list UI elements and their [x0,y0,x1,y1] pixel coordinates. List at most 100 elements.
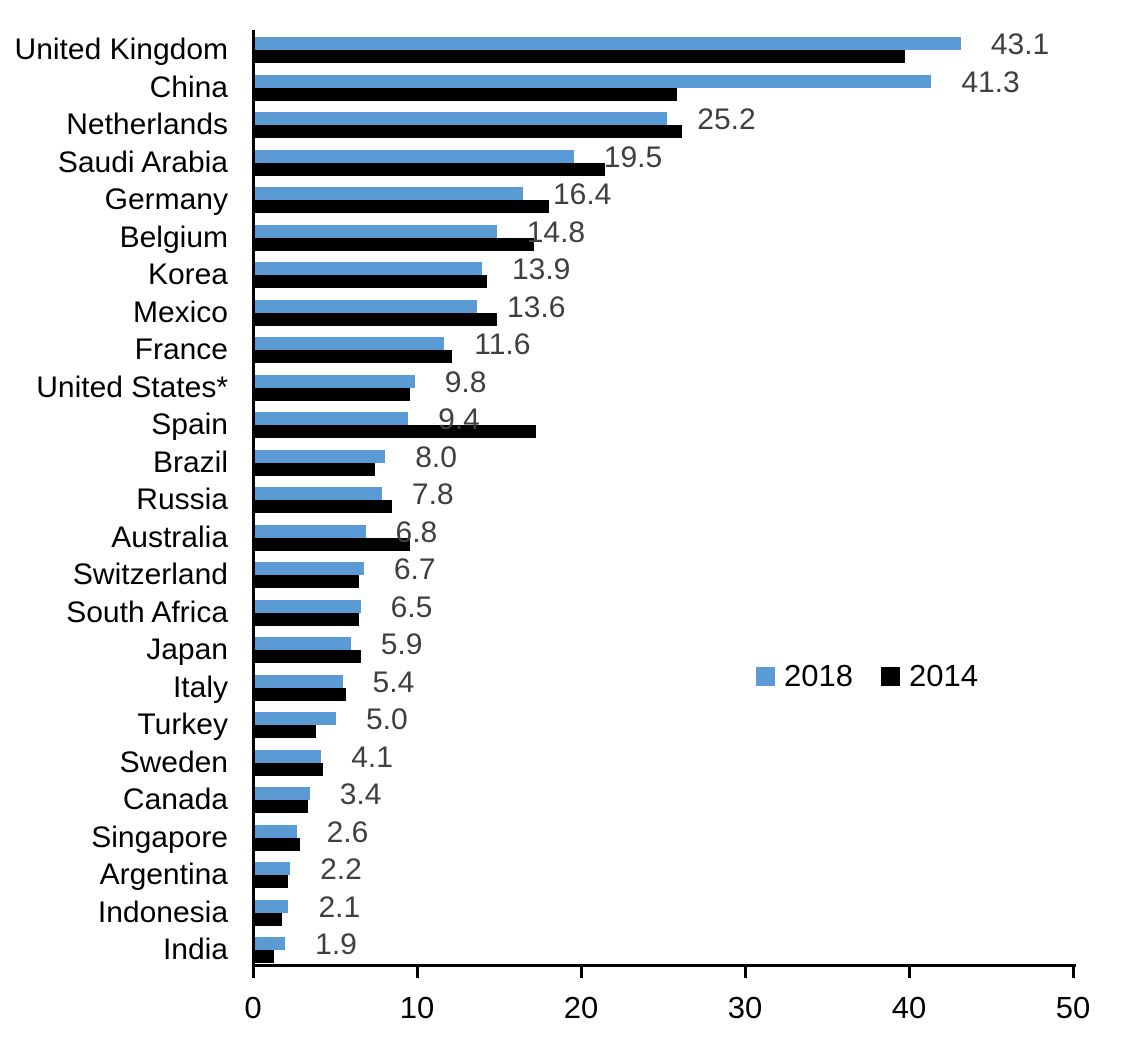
category-label-canada: Canada [122,783,228,816]
legend-item-2018: 2018 [756,660,853,692]
value-label-france: 11.6 [474,328,531,361]
bar-2018-belgium [254,224,497,238]
category-label-india: India [162,933,228,966]
category-label-turkey: Turkey [137,708,228,741]
legend-swatch-2018-icon [756,666,775,686]
category-label-france: France [134,333,228,366]
bar-2018-south-africa [254,599,361,613]
bar-2014-france [254,350,453,363]
legend-label-2018: 2018 [784,658,853,693]
legend-label-2014: 2014 [908,658,978,693]
category-label-indonesia: Indonesia [97,895,228,929]
bar-2014-japan [254,650,361,663]
bar-2014-saudi-arabia [254,162,605,176]
bar-2014-indonesia [254,912,282,926]
value-label-india: 1.9 [315,928,357,961]
bar-2018-sweden [254,749,322,763]
x-tick-mark-20 [580,967,583,978]
category-label-germany: Germany [104,183,228,216]
bar-2018-united-states [254,374,415,388]
value-label-brazil: 8.0 [415,440,457,474]
value-label-netherlands: 25.2 [697,103,756,136]
x-tick-mark-0 [252,967,255,978]
category-label-korea: Korea [147,258,228,291]
category-label-netherlands: Netherlands [66,108,228,141]
bar-2018-singapore [254,824,297,838]
bar-2018-united-kingdom [254,37,961,50]
bar-2018-mexico [254,299,478,313]
bar-2014-argentina [254,875,289,888]
bar-2014-korea [254,275,487,288]
category-label-belgium: Belgium [119,220,228,254]
x-tick-mark-50 [1072,967,1075,978]
value-label-korea: 13.9 [511,253,571,286]
x-tick-label-20: 20 [563,990,599,1025]
category-label-japan: Japan [146,633,228,666]
bar-2018-china [254,74,932,88]
value-label-italy: 5.4 [372,665,415,699]
y-axis-line [252,30,255,967]
bar-2018-germany [254,187,523,200]
x-tick-label-30: 30 [727,990,763,1025]
bar-2014-singapore [254,837,300,851]
bar-2014-brazil [254,462,376,476]
legend-item-2014: 2014 [880,658,978,693]
x-tick-label-50: 50 [1055,990,1091,1025]
bar-2014-spain [254,425,537,438]
category-label-singapore: Singapore [91,820,228,854]
x-tick-label-40: 40 [891,990,927,1025]
category-label-united-kingdom: United Kingdom [14,33,228,66]
category-label-china: China [149,70,228,104]
bar-2018-korea [254,262,482,275]
bar-2018-canada [254,787,310,800]
category-label-mexico: Mexico [132,295,228,329]
legend: 2018 2014 [756,660,978,692]
value-label-turkey: 5.0 [366,703,408,736]
x-tick-mark-40 [908,967,911,978]
bar-2018-india [254,937,286,950]
value-label-canada: 3.4 [339,778,382,811]
value-label-indonesia: 2.1 [318,890,361,924]
bar-2014-india [254,950,274,963]
value-label-singapore: 2.6 [326,815,369,849]
value-label-switzerland: 6.7 [393,553,436,586]
category-label-russia: Russia [136,483,228,516]
value-label-united-states: 9.8 [444,365,487,399]
bar-2018-turkey [254,712,336,725]
value-label-china: 41.3 [961,65,1020,99]
value-label-russia: 7.8 [411,478,454,511]
bar-2014-switzerland [254,575,359,588]
value-label-sweden: 4.1 [351,740,393,774]
bar-2018-argentina [254,862,291,875]
value-label-argentina: 2.2 [320,853,362,886]
category-label-australia: Australia [111,520,228,554]
bar-2018-saudi-arabia [254,149,574,163]
bar-2014-russia [254,500,392,513]
bar-2014-south-africa [254,612,359,626]
value-label-south-africa: 6.5 [390,590,433,624]
bar-2018-netherlands [254,112,668,125]
value-label-belgium: 14.8 [526,215,586,249]
category-label-united-states: United States* [36,370,228,404]
bar-2014-united-kingdom [254,50,906,63]
value-label-germany: 16.4 [552,178,612,211]
legend-swatch-2014-icon [880,666,900,686]
value-label-saudi-arabia: 19.5 [603,140,663,174]
bar-2018-italy [254,674,343,688]
x-tick-mark-30 [744,967,747,978]
bar-2014-sweden [254,762,323,776]
bar-2014-italy [254,687,346,701]
category-label-argentina: Argentina [99,858,228,891]
category-label-italy: Italy [172,670,228,704]
bar-2014-netherlands [254,125,683,138]
category-label-saudi-arabia: Saudi Arabia [57,145,228,179]
value-label-mexico: 13.6 [507,290,566,324]
bar-2014-belgium [254,237,535,251]
value-label-united-kingdom: 43.1 [990,28,1050,61]
category-label-switzerland: Switzerland [72,558,228,591]
category-label-brazil: Brazil [152,445,228,479]
bar-2018-switzerland [254,562,364,575]
value-label-australia: 6.8 [395,515,438,549]
bar-2014-canada [254,800,309,813]
